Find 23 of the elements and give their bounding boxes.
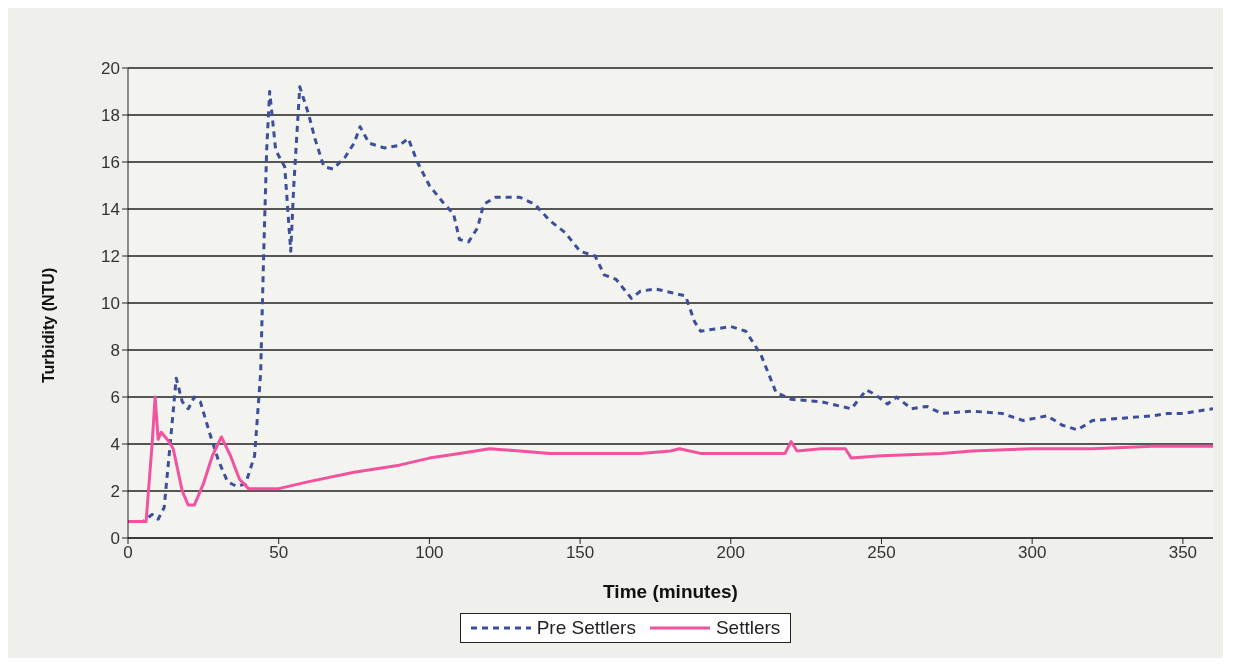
y-tick-label: 14 xyxy=(101,200,120,220)
legend-label: Settlers xyxy=(715,617,781,639)
x-tick-label: 0 xyxy=(123,543,133,563)
x-tick-label: 100 xyxy=(415,543,444,563)
x-tick-label: 50 xyxy=(269,543,289,563)
y-tick-label: 8 xyxy=(110,341,120,361)
y-axis-title: Turbidity (NTU) xyxy=(39,267,57,383)
legend-label: Pre Settlers xyxy=(536,617,636,639)
y-tick-label: 20 xyxy=(101,59,120,79)
y-tick-label: 10 xyxy=(101,294,120,314)
y-tick-label: 6 xyxy=(110,388,120,408)
x-tick-label: 150 xyxy=(565,543,595,563)
y-tick-label: 18 xyxy=(101,106,120,126)
x-tick-label: 200 xyxy=(716,543,745,563)
x-tick-label: 350 xyxy=(1168,543,1198,563)
x-tick-label: 250 xyxy=(867,543,896,563)
y-tick-label: 0 xyxy=(110,529,120,549)
x-tick-label: 300 xyxy=(1017,543,1047,563)
y-tick-label: 4 xyxy=(110,435,120,455)
y-tick-label: 12 xyxy=(101,247,120,267)
y-tick-label: 16 xyxy=(101,153,120,173)
y-tick-label: 2 xyxy=(110,482,120,502)
x-axis-title: Time (minutes) xyxy=(603,581,738,602)
